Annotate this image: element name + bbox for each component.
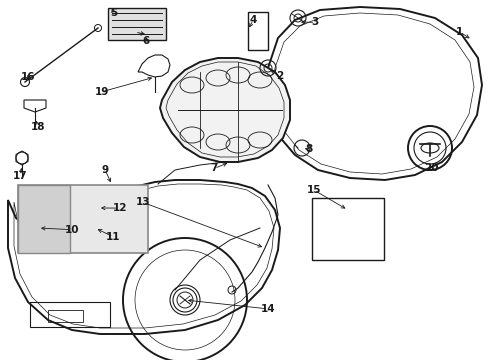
Text: 8: 8	[305, 144, 312, 154]
Text: 4: 4	[249, 15, 257, 25]
Text: 3: 3	[311, 17, 318, 27]
Text: 7: 7	[210, 163, 218, 174]
Bar	[18, 185, 148, 253]
Bar	[18, 185, 70, 253]
Bar	[247, 12, 267, 50]
Text: 20: 20	[423, 163, 438, 174]
Bar	[30, 302, 110, 327]
Text: 15: 15	[306, 185, 321, 195]
Bar	[48, 310, 83, 322]
Bar	[311, 198, 383, 260]
Text: 16: 16	[21, 72, 36, 82]
Polygon shape	[160, 58, 289, 162]
Text: 10: 10	[65, 225, 80, 235]
Text: 17: 17	[13, 171, 28, 181]
Text: 2: 2	[276, 71, 283, 81]
Text: 19: 19	[94, 87, 109, 97]
Text: 18: 18	[31, 122, 45, 132]
Text: 5: 5	[110, 8, 117, 18]
Text: 9: 9	[102, 165, 108, 175]
Text: 1: 1	[455, 27, 462, 37]
Text: 13: 13	[135, 197, 150, 207]
Text: 12: 12	[112, 203, 127, 213]
Text: 6: 6	[142, 36, 149, 46]
Bar	[108, 8, 165, 40]
Text: 14: 14	[260, 304, 275, 314]
Text: 11: 11	[106, 232, 121, 242]
